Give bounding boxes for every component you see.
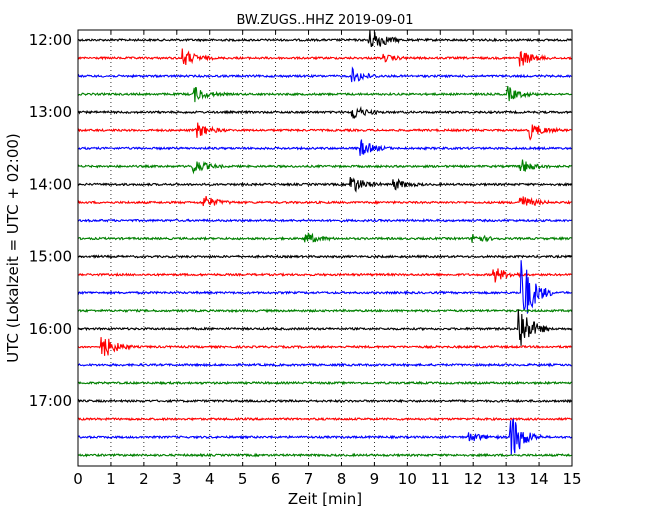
chart-title: BW.ZUGS..HHZ 2019-09-01: [236, 13, 413, 28]
seismic-trace: [77, 159, 572, 175]
seismic-trace: [77, 254, 572, 260]
x-tick-label: 12: [464, 470, 483, 488]
x-tick-label: 2: [139, 470, 149, 488]
y-tick-label: 13:00: [29, 103, 72, 121]
x-tick-label: 8: [337, 470, 347, 488]
seismic-traces: [77, 30, 572, 458]
seismic-trace: [77, 260, 572, 314]
seismic-trace: [77, 177, 572, 193]
seismic-trace: [77, 416, 572, 422]
x-tick-label: 15: [562, 470, 581, 488]
seismic-trace: [77, 139, 572, 156]
y-axis-ticks: 12:00 13:00 14:00 15:00 16:00 17:00: [29, 31, 572, 410]
seismic-trace: [77, 362, 572, 368]
seismic-trace: [77, 309, 572, 346]
y-tick-label: 16:00: [29, 320, 72, 338]
x-tick-label: 11: [431, 470, 450, 488]
x-tick-label: 5: [238, 470, 248, 488]
seismic-trace: [77, 398, 572, 404]
seismic-trace: [77, 48, 572, 67]
seismic-trace: [77, 66, 572, 83]
y-tick-label: 12:00: [29, 31, 72, 49]
x-tick-label: 1: [106, 470, 116, 488]
x-tick-label: 14: [530, 470, 549, 488]
seismic-trace: [77, 452, 572, 458]
y-tick-label: 15:00: [29, 248, 72, 266]
x-tick-label: 7: [304, 470, 314, 488]
x-tick-label: 4: [205, 470, 215, 488]
y-tick-label: 17:00: [29, 392, 72, 410]
grid-lines: [110, 30, 540, 466]
seismic-trace: [77, 380, 572, 386]
seismic-trace: [77, 105, 572, 120]
seismic-trace: [77, 308, 572, 314]
x-tick-label: 6: [271, 470, 281, 488]
x-tick-label: 10: [398, 470, 417, 488]
y-tick-label: 14:00: [29, 175, 72, 193]
seismic-trace: [77, 122, 572, 141]
y-axis-label: UTC (Lokalzeit = UTC + 02:00): [4, 133, 22, 363]
seismic-trace: [77, 217, 572, 223]
seismic-trace: [77, 196, 572, 207]
x-tick-label: 0: [73, 470, 83, 488]
seismic-trace: [77, 268, 572, 283]
x-tick-label: 9: [370, 470, 380, 488]
x-tick-label: 13: [497, 470, 516, 488]
x-axis-label: Zeit [min]: [288, 490, 362, 508]
seismic-trace: [77, 418, 572, 456]
seismic-trace: [77, 337, 572, 356]
plot-frame: [77, 29, 573, 467]
seismic-trace: [77, 85, 572, 103]
x-axis-ticks: 0 1 2 3 4 5 6 7 8 9 10 11 12 13 14 15: [73, 30, 582, 488]
seismic-trace: [77, 30, 572, 48]
seismic-trace: [77, 232, 572, 243]
x-tick-label: 3: [172, 470, 182, 488]
